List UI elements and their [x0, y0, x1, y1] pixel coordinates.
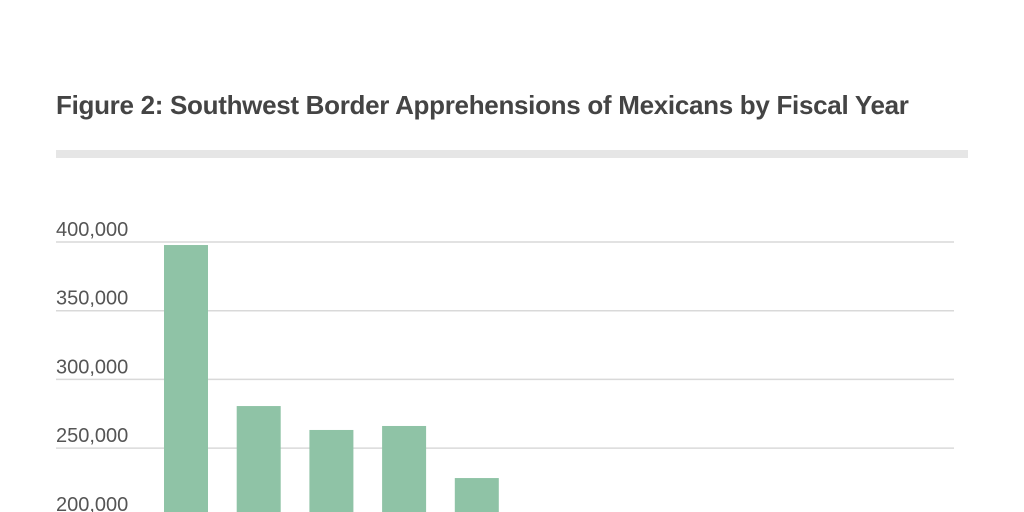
bar	[236, 406, 281, 512]
bar	[309, 429, 354, 512]
chart-title: Figure 2: Southwest Border Apprehensions…	[56, 90, 909, 120]
y-tick-label: 300,000	[56, 356, 128, 378]
bar	[454, 478, 499, 512]
y-tick-label: 350,000	[56, 288, 128, 310]
bar	[382, 425, 427, 512]
y-tick-label: 200,000	[56, 494, 128, 512]
title-divider	[56, 150, 968, 158]
bar	[164, 245, 208, 512]
y-tick-label: 250,000	[56, 425, 128, 447]
y-tick-label: 400,000	[56, 219, 128, 241]
